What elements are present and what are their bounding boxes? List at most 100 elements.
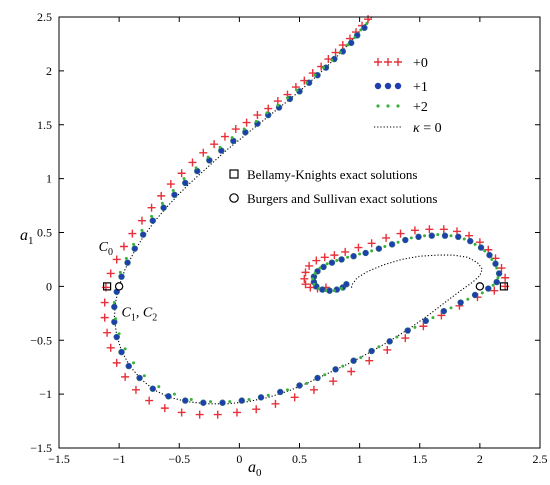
plus1-point (350, 357, 357, 364)
series-plus1 (111, 24, 503, 406)
plus0-point (309, 385, 318, 394)
plus1-point (495, 270, 503, 277)
plus0-point (396, 229, 405, 238)
legend-circle-marker (384, 82, 392, 90)
plus1-point (477, 244, 485, 251)
plus2-point (295, 88, 299, 92)
plus2-point (383, 245, 387, 249)
plus2-point (114, 317, 118, 321)
plus2-point (332, 289, 336, 293)
plus2-point (312, 282, 316, 286)
plus0-point (253, 111, 262, 120)
plus0-point (364, 15, 373, 24)
plus2-point (395, 335, 399, 339)
plus2-point (254, 120, 258, 124)
plus2-point (305, 381, 309, 385)
legend-label: +0 (413, 56, 428, 71)
plus1-point (368, 347, 375, 355)
plus0-point (320, 253, 329, 262)
plus1-point (402, 236, 409, 244)
plus0-point (410, 226, 419, 235)
plus0-point (347, 367, 356, 376)
plus0-point (106, 343, 115, 352)
plus0-point (312, 256, 321, 265)
plus0-point (242, 118, 251, 127)
plus0-point (382, 233, 391, 242)
plus1-point (375, 245, 383, 252)
plus0-point (365, 356, 374, 365)
plus1-point (171, 191, 178, 198)
plus2-point (346, 255, 350, 259)
plus2-point (132, 361, 136, 365)
plus0-point (501, 273, 510, 282)
plus2-point (194, 166, 198, 170)
plus2-point (305, 81, 309, 85)
plus2-point (491, 283, 495, 287)
plus2-point (466, 297, 470, 301)
plus1-point (149, 385, 156, 392)
plus1-point (118, 273, 125, 280)
plus0-point (199, 148, 208, 157)
legend-plus-marker (374, 58, 382, 66)
plus2-point (230, 136, 234, 140)
plus0-point (128, 229, 137, 238)
series-kappa-0-line (113, 16, 483, 405)
exact-solution-markers (102, 282, 509, 291)
plus2-point (124, 256, 128, 260)
plus1-point (428, 232, 435, 239)
plus2-point (150, 214, 154, 218)
plus0-point (210, 140, 219, 149)
legend-label: +2 (413, 100, 428, 115)
plus0-point (131, 385, 140, 394)
plus0-point (419, 322, 428, 331)
plus1-point (388, 241, 396, 248)
x-tick-label: −1 (113, 452, 126, 466)
y-axis-label: a1 (20, 227, 34, 247)
plus1-point (277, 388, 284, 396)
plus1-point (467, 237, 474, 245)
plus2-point (276, 103, 280, 107)
plus2-point (118, 270, 122, 274)
y-tick-label: 1.5 (37, 118, 52, 132)
plus2-point (324, 289, 328, 293)
plot-frame (58, 16, 541, 449)
plus2-point (431, 316, 435, 320)
plus0-point (147, 203, 156, 212)
bellamy-knights-marker (499, 282, 509, 291)
plus2-point (266, 393, 270, 397)
plus0-point (306, 283, 315, 292)
x-tick-label: 0.5 (292, 452, 307, 466)
plus0-point (264, 104, 273, 113)
plus2-point (480, 291, 484, 295)
plus2-point (285, 96, 289, 100)
plus1-point (332, 366, 339, 373)
annotations: C0 C1, C2 (99, 240, 158, 324)
plus1-point (415, 233, 422, 241)
plus1-point (440, 307, 447, 315)
plus1-point (320, 263, 327, 271)
plus0-point (112, 358, 121, 367)
plus2-point (311, 277, 315, 281)
y-tick-label: 2.5 (37, 10, 52, 24)
plus0-point (213, 410, 222, 419)
plus1-point (200, 399, 207, 406)
plus0-point (145, 396, 154, 405)
plus2-point (132, 242, 136, 246)
plus0-point (231, 125, 240, 134)
plus0-point (301, 280, 310, 289)
plus1-point (471, 291, 479, 299)
plus1-point (492, 260, 499, 267)
plus1-point (125, 362, 132, 370)
legend-circle-marker (394, 82, 402, 90)
plus2-point (338, 51, 342, 55)
plus2-point (313, 271, 317, 275)
plus1-point (343, 281, 350, 288)
plus2-point (495, 266, 499, 270)
plus1-point (182, 397, 189, 404)
plus0-point (497, 264, 506, 273)
plus2-point (140, 228, 144, 232)
plus2-point (370, 249, 374, 253)
series-plus2 (112, 21, 500, 404)
plus1-point (124, 259, 131, 266)
plus1-point (160, 204, 167, 211)
